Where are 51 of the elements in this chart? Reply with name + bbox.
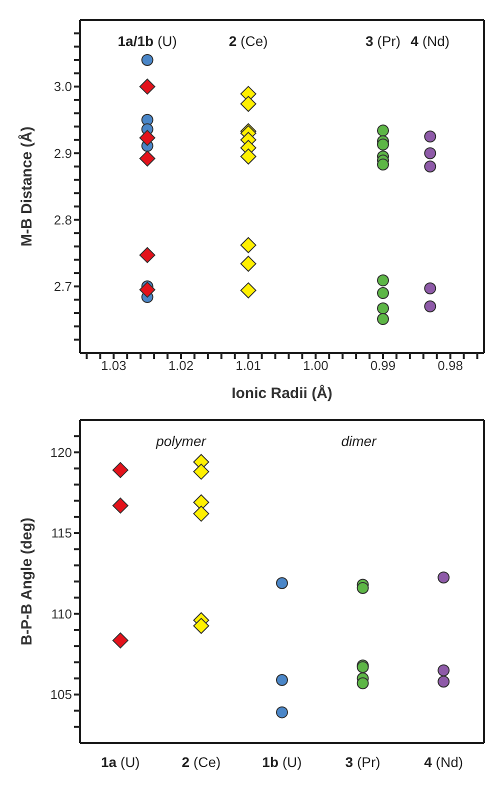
point [424,147,436,160]
x-tick-label: 1b (U) [262,754,302,770]
point [377,274,389,286]
x-tick-label: 1.00 [303,358,328,374]
x-tick-label: 1.01 [236,358,261,374]
y-tick-label: 2.9 [54,146,72,161]
x-tick-label: 0.98 [438,358,463,374]
annotation: 1a/1b (U) [118,33,177,49]
x-tick-label: 1.03 [101,358,126,374]
point [139,130,156,146]
point [240,148,256,165]
x-tick-label: 3 (Pr) [345,754,380,770]
point [424,300,436,312]
point [377,287,389,300]
point [240,256,256,272]
y-tick-label: 3.0 [54,79,72,94]
point [139,247,156,264]
y-tick-label: 110 [51,606,72,622]
x-tick-label: 4 (Nd) [424,754,464,770]
point [424,282,436,294]
y-tick-label: 2.8 [54,212,72,228]
point [377,158,389,171]
point [424,130,436,143]
annotation: polymer [155,433,208,449]
x-axis-title: Ionic Radii (Å) [232,384,332,402]
point [139,150,156,167]
point [377,302,389,314]
point [240,96,256,112]
point [141,54,154,66]
point [240,237,256,254]
x-tick-label: 2 (Ce) [182,754,221,770]
point [377,124,389,137]
point [424,160,436,173]
y-tick-label: 120 [50,444,72,460]
annotation: 3 (Pr) [365,33,401,49]
x-tick-label: 1a (U) [100,754,140,770]
point [240,282,256,298]
point [139,282,156,298]
point [377,138,389,151]
x-tick-label: 0.99 [370,358,396,374]
annotation: 2 (Ce) [228,33,268,49]
y-tick-label: 2.7 [54,279,72,294]
point [377,313,389,326]
annotation: dimer [341,433,378,449]
annotation: 4 (Nd) [410,33,450,49]
point [139,78,156,95]
x-tick-label: 1.02 [168,358,194,374]
y-axis-title: M-B Distance (Å) [17,126,36,247]
y-axis-title: B-P-B Angle (deg) [18,518,36,646]
y-tick-label: 105 [50,687,72,702]
y-tick-label: 115 [51,526,72,541]
